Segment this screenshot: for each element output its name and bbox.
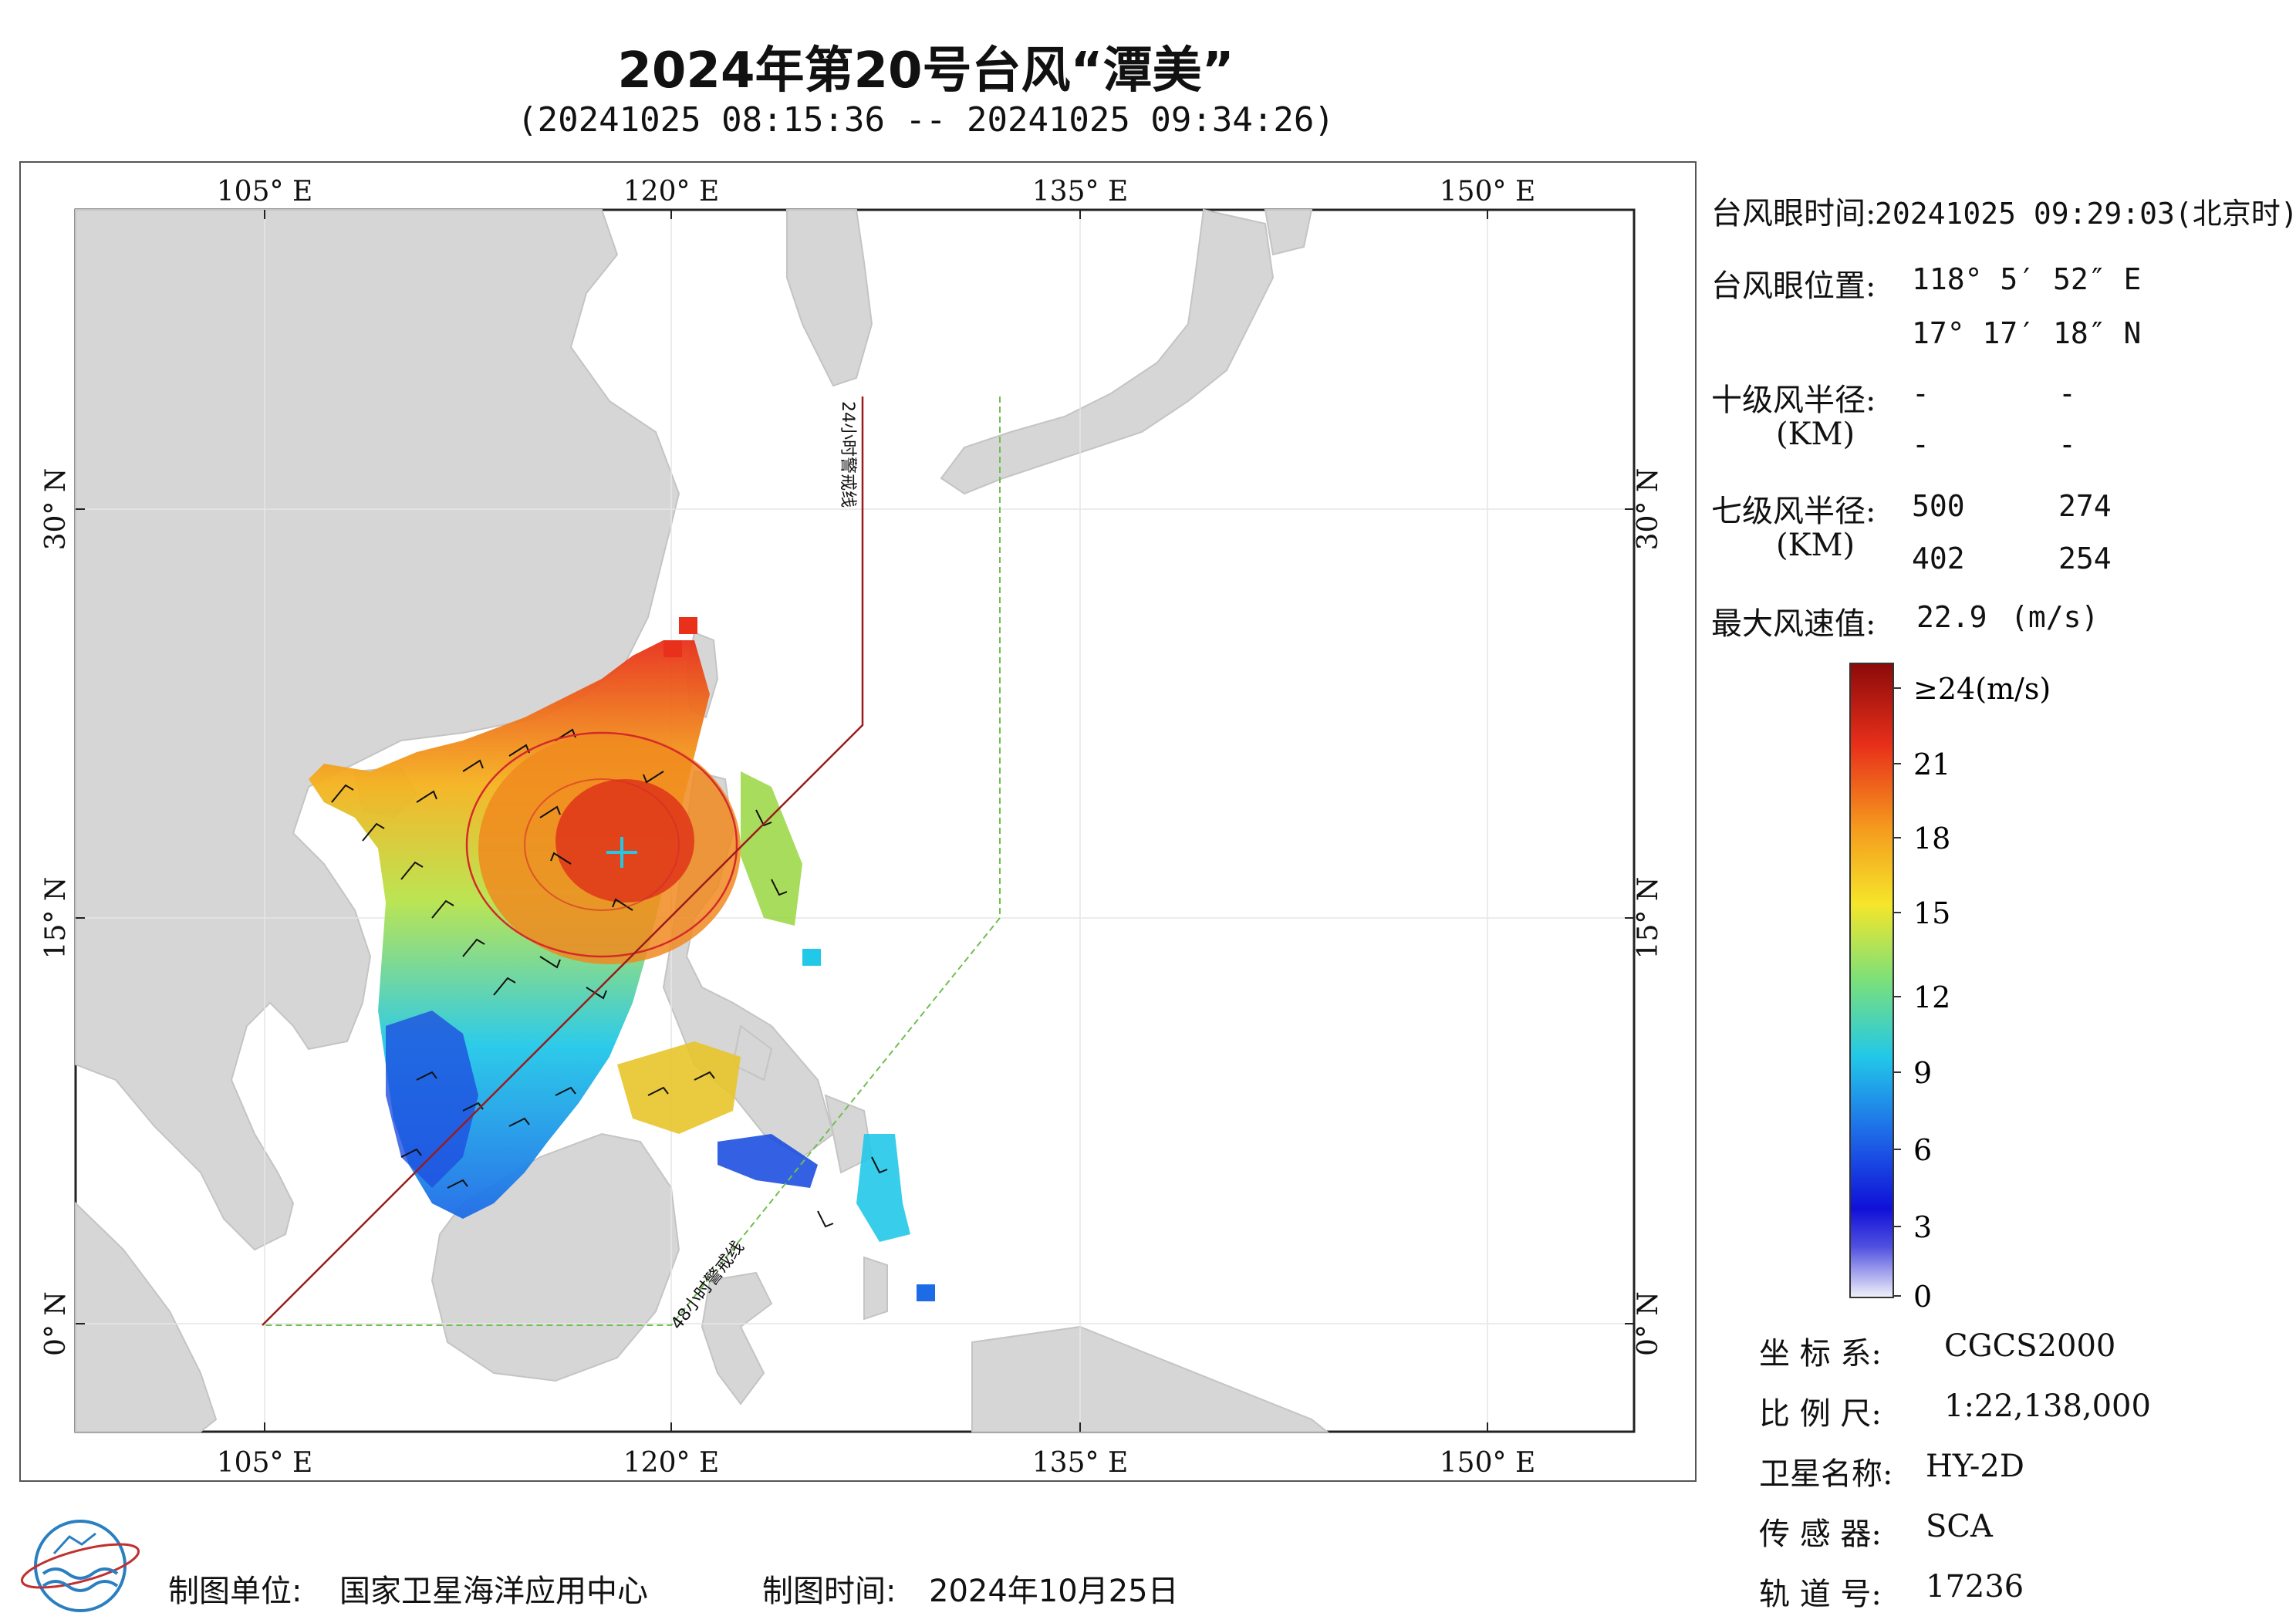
eye-time-value: 20241025 09:29:03(北京时) — [1875, 197, 2296, 231]
graticule — [76, 210, 1634, 1432]
producer-value: 国家卫星海洋应用中心 — [339, 1574, 648, 1609]
r7-value-ne: 500 — [1912, 489, 1965, 523]
eye-position-label: 台风眼位置: — [1711, 268, 1876, 304]
r7-unit: (KM) — [1776, 528, 1855, 563]
lat-tick-left-0: 0° N — [40, 1291, 72, 1356]
colorbar-label-3: 3 — [1913, 1210, 1932, 1244]
lat-tick-right-15: 15° N — [1633, 877, 1664, 960]
r7-value-nw: 254 — [2058, 542, 2112, 575]
scale-label: 比 例 尺: — [1759, 1396, 1882, 1432]
r7-value-se: 274 — [2058, 489, 2112, 523]
r10-value-nw: - — [2058, 427, 2076, 461]
colorbar — [1849, 663, 1894, 1298]
lon-tick-bottom-135: 135° E — [1032, 1447, 1128, 1479]
orbit-label: 轨 道 号: — [1759, 1577, 1882, 1612]
lon-tick-bottom-120: 120° E — [623, 1447, 719, 1479]
map-date-value: 2024年10月25日 — [929, 1574, 1179, 1609]
map-date-label: 制图时间: — [762, 1574, 896, 1609]
r7-label: 七级风半径: — [1711, 494, 1876, 529]
map-title: 2024年第20号台风“潭美” — [617, 42, 1234, 100]
lon-tick-bottom-105: 105° E — [217, 1447, 312, 1479]
colorbar-label-21: 21 — [1913, 747, 1950, 781]
lon-tick-top-150: 150° E — [1440, 176, 1535, 208]
warning-24h-label: 24小时警戒线 — [838, 401, 857, 508]
lat-tick-left-15: 15° N — [40, 877, 72, 960]
producer-label: 制图单位: — [168, 1574, 302, 1609]
wind-radius-7 — [465, 731, 738, 958]
satellite-value: HY-2D — [1926, 1449, 2024, 1484]
warning-line-48h — [262, 396, 1001, 1326]
max-wind-value: 22.9 — [1916, 600, 1987, 634]
lon-tick-top-105: 105° E — [217, 176, 312, 208]
warning-line-24h — [262, 396, 864, 1326]
scale-value: 1:22,138,000 — [1944, 1388, 2151, 1424]
r10-unit: (KM) — [1776, 417, 1855, 452]
colorbar-label-9: 9 — [1913, 1056, 1932, 1090]
max-wind-unit: (m/s) — [2011, 600, 2099, 634]
lat-tick-left-30: 30° N — [40, 468, 72, 551]
r7-value-sw: 402 — [1912, 542, 1965, 575]
lon-tick-top-135: 135° E — [1032, 176, 1128, 208]
lat-tick-right-0: 0° N — [1633, 1291, 1664, 1356]
map-subtitle: (20241025 08:15:36 -- 20241025 09:34:26) — [517, 100, 1335, 140]
sensor-value: SCA — [1926, 1509, 1993, 1544]
crs-value: CGCS2000 — [1944, 1328, 2116, 1364]
colorbar-label-24: ≥24(m/s) — [1913, 672, 2051, 706]
wind-swath — [309, 617, 935, 1301]
colorbar-ticks — [1893, 687, 1901, 1297]
sensor-label: 传 感 器: — [1759, 1517, 1882, 1552]
colorbar-label-0: 0 — [1913, 1280, 1932, 1314]
r10-value-ne: - — [1912, 376, 1930, 410]
eye-longitude: 118° 5′ 52″ E — [1912, 262, 2142, 296]
satellite-label: 卫星名称: — [1759, 1456, 1893, 1492]
nsoas-logo — [20, 1520, 140, 1612]
lon-tick-bottom-150: 150° E — [1440, 1447, 1535, 1479]
eye-time-label: 台风眼时间: — [1711, 196, 1876, 231]
max-wind-label: 最大风速值: — [1711, 606, 1876, 642]
eye-latitude: 17° 17′ 18″ N — [1912, 316, 2142, 350]
colorbar-label-18: 18 — [1913, 822, 1950, 855]
orbit-value: 17236 — [1926, 1569, 2024, 1604]
colorbar-label-15: 15 — [1913, 896, 1950, 930]
typhoon-eye-marker — [606, 837, 637, 868]
r10-value-se: - — [2058, 376, 2076, 410]
colorbar-label-6: 6 — [1913, 1133, 1932, 1167]
crs-label: 坐 标 系: — [1759, 1336, 1882, 1372]
lat-tick-right-30: 30° N — [1633, 468, 1664, 551]
r10-label: 十级风半径: — [1711, 383, 1876, 418]
lon-tick-top-120: 120° E — [623, 176, 719, 208]
tick-marks — [76, 210, 1634, 1432]
colorbar-label-12: 12 — [1913, 980, 1950, 1014]
r10-value-sw: - — [1912, 427, 1930, 461]
